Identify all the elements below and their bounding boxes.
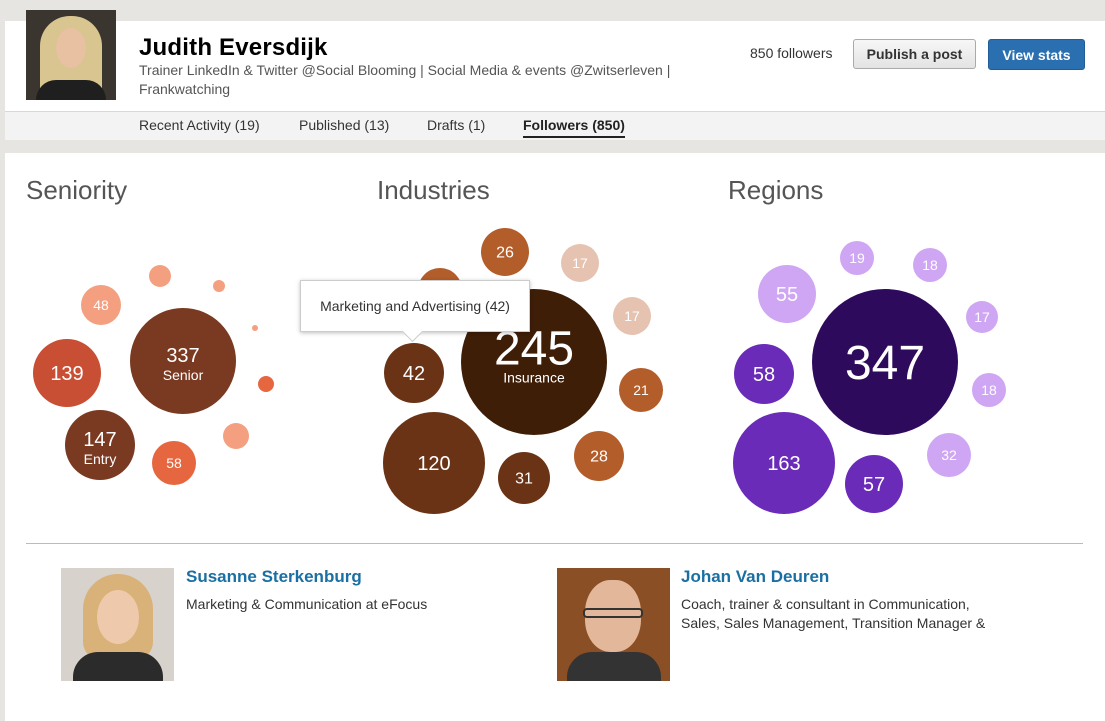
publish-post-button[interactable]: Publish a post [853, 39, 976, 69]
person-photo[interactable] [61, 568, 174, 681]
bubble-value: 32 [941, 447, 957, 463]
bubble-seniority-48[interactable]: 48 [81, 285, 121, 325]
bubble-circle[interactable] [33, 339, 101, 407]
bubble-circle[interactable] [81, 285, 121, 325]
bubble-circle[interactable] [845, 455, 903, 513]
bubble-circle[interactable] [758, 265, 816, 323]
bubble-regions-19[interactable]: 19 [840, 241, 874, 275]
bubble-circle[interactable] [130, 308, 236, 414]
bubble-regions-17[interactable]: 17 [966, 301, 998, 333]
bubble-industries-28[interactable]: 28 [574, 431, 624, 481]
bubble-value: 17 [572, 255, 588, 271]
bubble-regions-55[interactable]: 55 [758, 265, 816, 323]
bubble-value: 26 [496, 245, 514, 262]
bubble-regions-347[interactable]: 347 [812, 289, 958, 435]
bubble-value: 163 [767, 453, 800, 475]
bubble-value: 42 [403, 363, 425, 385]
bubble-value: 147 [83, 429, 116, 451]
tab-drafts[interactable]: Drafts (1) [427, 117, 486, 133]
bubble-industries-17[interactable]: 17 [561, 244, 599, 282]
bubble-seniority-58[interactable]: 58 [152, 441, 196, 485]
bubble-value: 19 [849, 250, 865, 266]
bubble-value: 48 [93, 297, 109, 313]
seniority-title: Seniority [26, 175, 128, 205]
bubble-circle[interactable] [383, 412, 485, 514]
bubble-circle[interactable] [384, 343, 444, 403]
bubble-circle[interactable] [927, 433, 971, 477]
bubble-circle[interactable] [913, 248, 947, 282]
profile-name[interactable]: Judith Eversdijk [139, 34, 328, 61]
bubble-value: 55 [776, 284, 798, 306]
bubble-industries-42[interactable]: 42 [384, 343, 444, 403]
tab-followers[interactable]: Followers (850) [523, 117, 625, 138]
bubble-circle[interactable] [966, 301, 998, 333]
bubble-regions-163[interactable]: 163 [733, 412, 835, 514]
bubble-value: 57 [863, 474, 885, 496]
bubble-regions-18[interactable]: 18 [972, 373, 1006, 407]
industry-tooltip: Marketing and Advertising (42) [300, 280, 530, 332]
tab-bar: Recent Activity (19) Published (13) Draf… [5, 111, 1105, 140]
bubble-value: 17 [624, 308, 640, 324]
bubble-industries-26[interactable]: 26 [481, 228, 529, 276]
bubble-regions-58[interactable]: 58 [734, 344, 794, 404]
bubble-value: 18 [922, 257, 938, 273]
bubble-label: Senior [163, 367, 204, 383]
tab-published[interactable]: Published (13) [299, 117, 390, 133]
person-description: Marketing & Communication at eFocus [186, 596, 428, 612]
profile-avatar[interactable] [26, 10, 116, 100]
industries-title: Industries [377, 175, 490, 205]
bubble-value: 18 [981, 382, 997, 398]
bubble-industries-31[interactable]: 31 [498, 452, 550, 504]
bubble-value: 120 [417, 453, 450, 475]
profile-headline: Trainer LinkedIn & Twitter @Social Bloom… [139, 62, 671, 97]
bubble-regions-18[interactable]: 18 [913, 248, 947, 282]
bubble-value: 17 [974, 309, 990, 325]
bubble-circle[interactable] [972, 373, 1006, 407]
bubble-value: 347 [845, 337, 925, 390]
bubble-circle[interactable] [574, 431, 624, 481]
bubble-circle[interactable] [613, 297, 651, 335]
bubble-circle[interactable] [498, 452, 550, 504]
bubble-industries-120[interactable]: 120 [383, 412, 485, 514]
bubble-value: 31 [515, 471, 533, 488]
followers-count: 850 followers [750, 45, 833, 61]
bubble-label: Insurance [503, 369, 565, 385]
bubble-circle[interactable] [481, 228, 529, 276]
bubble-value: 337 [166, 345, 199, 367]
regions-title: Regions [728, 175, 824, 205]
bubble-circle[interactable] [812, 289, 958, 435]
bubble-circle[interactable] [619, 368, 663, 412]
bubble-circle[interactable] [65, 410, 135, 480]
bubble-circle[interactable] [152, 441, 196, 485]
person-description: Coach, trainer & consultant in Communica… [681, 596, 986, 631]
followers-stats-panel [5, 153, 1105, 721]
person-photo[interactable] [557, 568, 670, 681]
bubble-regions-32[interactable]: 32 [927, 433, 971, 477]
bubble-circle[interactable] [733, 412, 835, 514]
bubble-value: 58 [753, 364, 775, 386]
section-divider [26, 543, 1083, 544]
person-name-link[interactable]: Johan Van Deuren [681, 567, 830, 586]
bubble-circle[interactable] [734, 344, 794, 404]
bubble-circle[interactable] [561, 244, 599, 282]
person-name-link[interactable]: Susanne Sterkenburg [186, 567, 362, 586]
bubble-value: 28 [590, 449, 608, 466]
bubble-value: 58 [166, 455, 182, 471]
bubble-value: 21 [633, 382, 649, 398]
tab-recent-activity[interactable]: Recent Activity (19) [139, 117, 260, 133]
bubble-circle[interactable] [840, 241, 874, 275]
bubble-regions-57[interactable]: 57 [845, 455, 903, 513]
bubble-label: Entry [84, 451, 117, 467]
view-stats-button[interactable]: View stats [988, 39, 1085, 70]
bubble-industries-21[interactable]: 21 [619, 368, 663, 412]
bubble-seniority-139[interactable]: 139 [33, 339, 101, 407]
bubble-value: 139 [50, 363, 83, 385]
bubble-industries-17[interactable]: 17 [613, 297, 651, 335]
